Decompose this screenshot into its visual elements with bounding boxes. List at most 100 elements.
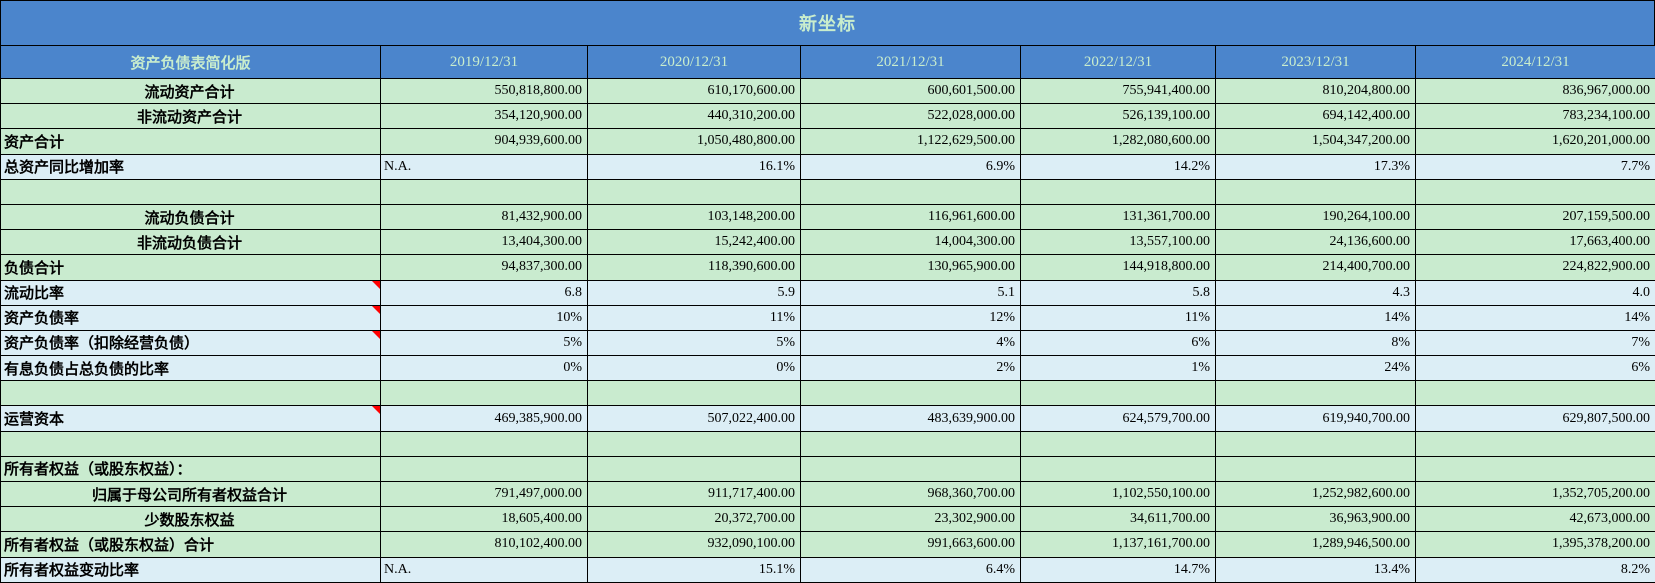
- value-cell[interactable]: 791,497,000.00: [381, 482, 588, 507]
- value-cell[interactable]: 354,120,900.00: [381, 104, 588, 129]
- value-cell[interactable]: 968,360,700.00: [801, 482, 1021, 507]
- value-cell[interactable]: 440,310,200.00: [588, 104, 801, 129]
- value-cell[interactable]: 207,159,500.00: [1416, 204, 1655, 229]
- value-cell[interactable]: [801, 456, 1021, 481]
- value-cell[interactable]: 1,252,982,600.00: [1216, 482, 1416, 507]
- value-cell[interactable]: 15.1%: [588, 557, 801, 582]
- row-label-cell-with-comment-indicator[interactable]: 资产负债率（扣除经营负债）: [1, 330, 381, 355]
- header-date-cell[interactable]: 2019/12/31: [381, 46, 588, 79]
- value-cell[interactable]: [1416, 179, 1655, 204]
- value-cell[interactable]: 1,102,550,100.00: [1021, 482, 1216, 507]
- value-cell[interactable]: 610,170,600.00: [588, 79, 801, 104]
- value-cell[interactable]: 522,028,000.00: [801, 104, 1021, 129]
- value-cell[interactable]: 1,620,201,000.00: [1416, 129, 1655, 154]
- value-cell[interactable]: 1,282,080,600.00: [1021, 129, 1216, 154]
- value-cell[interactable]: 5.1: [801, 280, 1021, 305]
- value-cell[interactable]: 932,090,100.00: [588, 532, 801, 557]
- row-label-cell[interactable]: 所有者权益变动比率: [1, 557, 381, 582]
- row-label-cell[interactable]: 负债合计: [1, 255, 381, 280]
- value-cell[interactable]: 6%: [1021, 330, 1216, 355]
- value-cell[interactable]: 24,136,600.00: [1216, 230, 1416, 255]
- value-cell[interactable]: 2%: [801, 356, 1021, 381]
- value-cell[interactable]: 4.0: [1416, 280, 1655, 305]
- row-label-cell[interactable]: 流动负债合计: [1, 204, 381, 229]
- row-label-cell[interactable]: 总资产同比增加率: [1, 154, 381, 179]
- row-label-cell-with-comment-indicator[interactable]: 流动比率: [1, 280, 381, 305]
- value-cell[interactable]: 5%: [381, 330, 588, 355]
- row-label-cell[interactable]: 非流动资产合计: [1, 104, 381, 129]
- value-cell[interactable]: 7.7%: [1416, 154, 1655, 179]
- value-cell[interactable]: [381, 179, 588, 204]
- value-cell[interactable]: 8%: [1216, 330, 1416, 355]
- value-cell[interactable]: 14.2%: [1021, 154, 1216, 179]
- value-cell[interactable]: 14,004,300.00: [801, 230, 1021, 255]
- value-cell[interactable]: 6.9%: [801, 154, 1021, 179]
- value-cell[interactable]: 1%: [1021, 356, 1216, 381]
- value-cell[interactable]: N.A.: [381, 557, 588, 582]
- value-cell[interactable]: 144,918,800.00: [1021, 255, 1216, 280]
- sheet-title-row[interactable]: 新坐标: [0, 0, 1655, 45]
- value-cell[interactable]: [1216, 381, 1416, 406]
- value-cell[interactable]: 14%: [1416, 305, 1655, 330]
- header-date-cell[interactable]: 2023/12/31: [1216, 46, 1416, 79]
- value-cell[interactable]: [381, 381, 588, 406]
- value-cell[interactable]: N.A.: [381, 154, 588, 179]
- value-cell[interactable]: 20,372,700.00: [588, 507, 801, 532]
- value-cell[interactable]: 42,673,000.00: [1416, 507, 1655, 532]
- value-cell[interactable]: 507,022,400.00: [588, 406, 801, 431]
- value-cell[interactable]: [1021, 431, 1216, 456]
- value-cell[interactable]: 16.1%: [588, 154, 801, 179]
- value-cell[interactable]: 118,390,600.00: [588, 255, 801, 280]
- row-label-cell[interactable]: 资产合计: [1, 129, 381, 154]
- row-label-cell[interactable]: 少数股东权益: [1, 507, 381, 532]
- value-cell[interactable]: [1216, 179, 1416, 204]
- value-cell[interactable]: 214,400,700.00: [1216, 255, 1416, 280]
- value-cell[interactable]: 1,289,946,500.00: [1216, 532, 1416, 557]
- value-cell[interactable]: 24%: [1216, 356, 1416, 381]
- value-cell[interactable]: 6.4%: [801, 557, 1021, 582]
- value-cell[interactable]: 619,940,700.00: [1216, 406, 1416, 431]
- value-cell[interactable]: 14.7%: [1021, 557, 1216, 582]
- value-cell[interactable]: 130,965,900.00: [801, 255, 1021, 280]
- row-label-cell[interactable]: 所有者权益（或股东权益）合计: [1, 532, 381, 557]
- value-cell[interactable]: 911,717,400.00: [588, 482, 801, 507]
- value-cell[interactable]: 23,302,900.00: [801, 507, 1021, 532]
- value-cell[interactable]: 224,822,900.00: [1416, 255, 1655, 280]
- value-cell[interactable]: 0%: [588, 356, 801, 381]
- row-label-cell[interactable]: [1, 431, 381, 456]
- value-cell[interactable]: 0%: [381, 356, 588, 381]
- value-cell[interactable]: [1021, 456, 1216, 481]
- value-cell[interactable]: 483,639,900.00: [801, 406, 1021, 431]
- value-cell[interactable]: 5%: [588, 330, 801, 355]
- value-cell[interactable]: [1216, 431, 1416, 456]
- header-label-cell[interactable]: 资产负债表简化版: [1, 46, 381, 79]
- header-date-cell[interactable]: 2024/12/31: [1416, 46, 1655, 79]
- value-cell[interactable]: [801, 431, 1021, 456]
- value-cell[interactable]: 783,234,100.00: [1416, 104, 1655, 129]
- value-cell[interactable]: 7%: [1416, 330, 1655, 355]
- value-cell[interactable]: 36,963,900.00: [1216, 507, 1416, 532]
- value-cell[interactable]: 600,601,500.00: [801, 79, 1021, 104]
- value-cell[interactable]: 14%: [1216, 305, 1416, 330]
- value-cell[interactable]: 13,404,300.00: [381, 230, 588, 255]
- value-cell[interactable]: 81,432,900.00: [381, 204, 588, 229]
- value-cell[interactable]: 34,611,700.00: [1021, 507, 1216, 532]
- header-date-cell[interactable]: 2020/12/31: [588, 46, 801, 79]
- value-cell[interactable]: 17,663,400.00: [1416, 230, 1655, 255]
- row-label-cell[interactable]: 所有者权益（或股东权益）：: [1, 456, 381, 481]
- value-cell[interactable]: [1021, 179, 1216, 204]
- value-cell[interactable]: 6%: [1416, 356, 1655, 381]
- value-cell[interactable]: 11%: [1021, 305, 1216, 330]
- value-cell[interactable]: [801, 179, 1021, 204]
- value-cell[interactable]: 5.9: [588, 280, 801, 305]
- value-cell[interactable]: 694,142,400.00: [1216, 104, 1416, 129]
- value-cell[interactable]: [1416, 381, 1655, 406]
- value-cell[interactable]: 103,148,200.00: [588, 204, 801, 229]
- row-label-cell[interactable]: 流动资产合计: [1, 79, 381, 104]
- value-cell[interactable]: 11%: [588, 305, 801, 330]
- value-cell[interactable]: 526,139,100.00: [1021, 104, 1216, 129]
- value-cell[interactable]: 624,579,700.00: [1021, 406, 1216, 431]
- value-cell[interactable]: 904,939,600.00: [381, 129, 588, 154]
- row-label-cell[interactable]: 有息负债占总负债的比率: [1, 356, 381, 381]
- value-cell[interactable]: 13,557,100.00: [1021, 230, 1216, 255]
